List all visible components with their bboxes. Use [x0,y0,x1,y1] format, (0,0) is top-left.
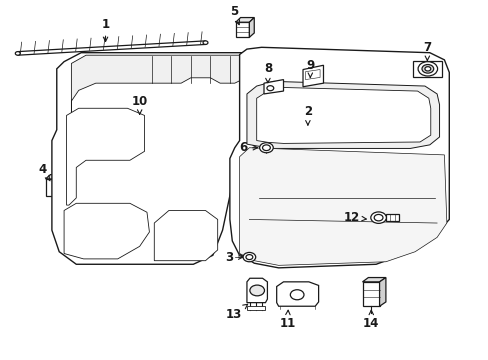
Text: 2: 2 [303,105,311,125]
Circle shape [203,41,207,44]
Polygon shape [71,55,249,114]
Polygon shape [60,175,65,196]
Polygon shape [45,179,60,196]
Text: 8: 8 [263,62,271,83]
Polygon shape [246,306,265,310]
Polygon shape [235,22,249,37]
Text: 11: 11 [279,310,295,330]
Circle shape [249,285,264,296]
Circle shape [370,212,386,224]
Text: 5: 5 [229,5,239,24]
Text: 6: 6 [239,141,257,154]
Circle shape [262,145,270,150]
Polygon shape [64,203,149,259]
Polygon shape [256,87,430,143]
Polygon shape [303,65,323,87]
Circle shape [266,86,273,91]
Text: 1: 1 [102,18,109,41]
Text: 4: 4 [38,163,50,181]
Circle shape [15,51,20,55]
Polygon shape [246,278,267,303]
Polygon shape [362,278,385,282]
Polygon shape [305,69,320,80]
Circle shape [259,143,273,153]
Polygon shape [235,18,254,22]
Polygon shape [276,282,318,306]
Circle shape [421,64,433,73]
Circle shape [373,215,382,221]
Text: 10: 10 [131,95,147,114]
Polygon shape [249,18,254,37]
Polygon shape [386,214,398,221]
Circle shape [245,255,252,260]
Polygon shape [154,211,217,261]
Text: 14: 14 [363,310,379,330]
Text: 3: 3 [224,251,243,264]
Polygon shape [246,81,439,148]
Text: 12: 12 [343,211,366,224]
Circle shape [290,290,304,300]
Polygon shape [412,61,442,77]
Circle shape [424,67,430,71]
Polygon shape [264,80,283,94]
Polygon shape [379,278,385,306]
Polygon shape [18,41,205,55]
Polygon shape [52,53,271,264]
Circle shape [417,62,437,76]
Polygon shape [239,148,446,265]
Polygon shape [66,108,144,205]
Text: 7: 7 [423,41,430,60]
Polygon shape [45,175,65,179]
Text: 9: 9 [305,59,314,78]
Polygon shape [362,282,379,306]
Circle shape [243,252,255,262]
Text: 13: 13 [225,304,247,321]
Polygon shape [229,47,448,268]
